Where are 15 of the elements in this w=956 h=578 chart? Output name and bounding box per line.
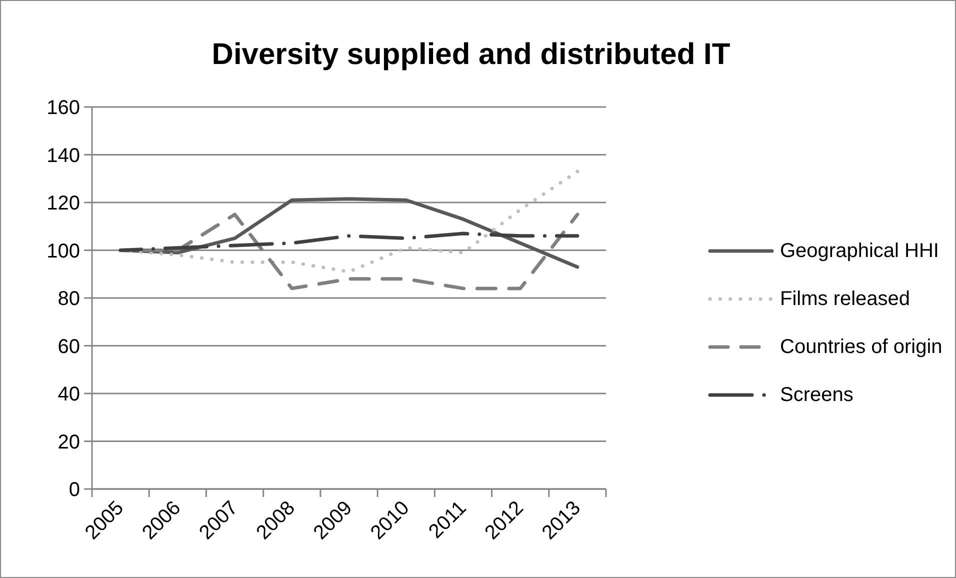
legend-label: Films released — [780, 288, 910, 310]
y-tick-label: 120 — [46, 192, 80, 215]
y-tick-label: 160 — [46, 97, 80, 120]
y-tick-label: 40 — [58, 384, 80, 406]
y-tick-label: 80 — [58, 288, 80, 310]
y-tick-label: 100 — [46, 240, 80, 262]
y-tick-label: 140 — [46, 144, 80, 167]
y-tick-label: 60 — [58, 336, 80, 358]
legend-label: Screens — [780, 384, 854, 406]
legend-label: Geographical HHI — [780, 240, 939, 262]
line-series — [118, 232, 580, 252]
y-tick-label: 20 — [58, 431, 80, 454]
y-tick-label: 0 — [68, 479, 80, 502]
legend-label: Countries of origin — [780, 336, 942, 358]
chart-title: Diversity supplied and distributed IT — [210, 38, 732, 72]
